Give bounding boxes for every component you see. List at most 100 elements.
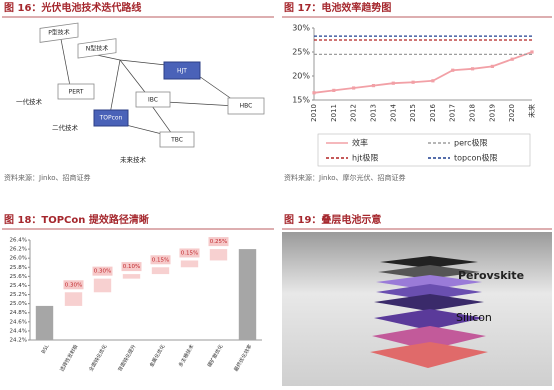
x-tick-label: 2017 [449,104,457,122]
node-label: HBC [240,103,253,110]
x-tick-label: 多主栅技术 [177,343,196,368]
connectors [59,33,237,137]
x-tick-label: 2014 [389,103,397,121]
node-label: P型技术 [48,29,70,37]
bar [64,292,83,306]
x-tick-label: 2010 [310,104,318,122]
x-tick-label: 2019 [488,104,496,122]
node-label: N型技术 [86,45,109,53]
point [371,84,376,88]
y-tick-label: 25.0% [10,301,27,307]
x-tick-label: 未来 [527,104,536,118]
y-tick-label: 26.2% [10,247,27,253]
bar [238,249,257,340]
node-label: TOPcon [99,115,123,122]
generation-label: 未来技术 [120,155,147,164]
source: 资料来源：Jinko、摩尔光伏、招商证券 [284,173,406,182]
legend-label: perc极限 [454,138,488,148]
point [312,91,316,95]
line-chart: 图 17：电池效率趋势图 15% 20% 25% 30% 2010 2011 2012 2013… [282,1,552,182]
y-tick-label: 25.2% [10,292,27,298]
bar [35,305,54,340]
node: TBC [159,131,195,148]
value-label: 0.15% [152,257,169,263]
x-tick-label: 硼扩散优化 [206,343,225,368]
x-tick-label: 2015 [409,104,417,122]
legend-label: topcon极限 [454,153,497,163]
node-label: IBC [148,97,158,104]
node-label: PERT [69,89,84,96]
x-tick-label: 2013 [369,104,377,122]
value-label: 0.30% [94,269,111,275]
x-tick-label: 2016 [429,103,437,121]
point [332,88,336,92]
point [530,50,534,54]
value-label-bg [92,266,113,276]
x-tick-label: 金属化优化 [148,343,167,368]
x-tick-label: 2018 [469,104,477,122]
y-tick-label: 24.2% [10,338,27,344]
node: N型技术 [77,38,117,59]
node: HJT [163,61,201,80]
x-tick-label: 选择性发射极 [58,343,79,372]
y-tick-label: 30% [292,24,310,33]
layer-label: Silicon [456,311,492,324]
waterfall-chart: 图 18：TOPCon 提效路径清晰 24.2% 24.4% 24.6% 24.8% 25… [2,213,274,373]
point [411,80,415,84]
bar [122,274,141,279]
point [490,64,494,68]
figure-title: 图 17：电池效率趋势图 [284,1,391,14]
point [352,86,356,90]
y-tick-label: 20% [292,72,310,81]
legend-label: 效率 [352,138,368,148]
figure-title: 图 18：TOPCon 提效路径清晰 [4,213,149,226]
y-tick-label: 25.4% [10,283,27,289]
generation-label: 一代技术 [16,97,43,106]
y-tick-label: 24.4% [10,328,27,334]
x-tick-label: 2012 [350,104,358,122]
source: 资料来源：Jinko、招商证券 [4,173,91,182]
node: P型技术 [39,22,79,43]
point [510,57,514,61]
y-tick-label: 25% [292,48,310,57]
series-line [313,51,533,94]
value-label-bg [121,262,142,272]
value-label-bg [63,280,84,290]
y-tick-label: 26.0% [10,256,27,262]
bar [180,260,199,268]
node: IBC [135,91,171,108]
y-tick-label: 26.4% [10,238,27,244]
value-label: 0.10% [123,264,140,270]
value-label-bg [208,237,229,247]
x-tick-label: 全面钝化优化 [87,343,108,372]
point [391,81,395,85]
y-tick-label: 15% [292,96,310,105]
value-label-bg [150,255,171,265]
value-label: 0.30% [65,282,82,288]
point [470,67,475,71]
node: HBC [227,97,265,115]
x-tick-label: BSL [41,344,51,355]
point [431,79,435,83]
bar [151,267,170,275]
layer-label: Perovskite [458,269,524,282]
legend-label: hjt极限 [352,153,378,163]
y-tick-label: 25.8% [10,265,27,271]
value-label-bg [179,248,200,258]
figure-title: 图 19：叠层电池示意 [284,213,381,226]
x-tick-label: 最终优化效率 [232,343,253,372]
y-tick-label: 24.8% [10,310,27,316]
y-tick-label: 25.6% [10,274,27,280]
node: PERT [57,83,95,100]
bar [93,278,112,293]
generation-label: 二代技术 [52,123,79,132]
legend-box [317,133,531,167]
value-label: 0.15% [181,250,198,256]
node: TOPcon [93,109,129,127]
bar [209,249,228,261]
value-label: 0.25% [210,239,227,245]
x-tick-label: 背面钝化提升 [116,343,137,372]
node-label: TBC [170,137,183,144]
node-label: HJT [177,68,187,75]
